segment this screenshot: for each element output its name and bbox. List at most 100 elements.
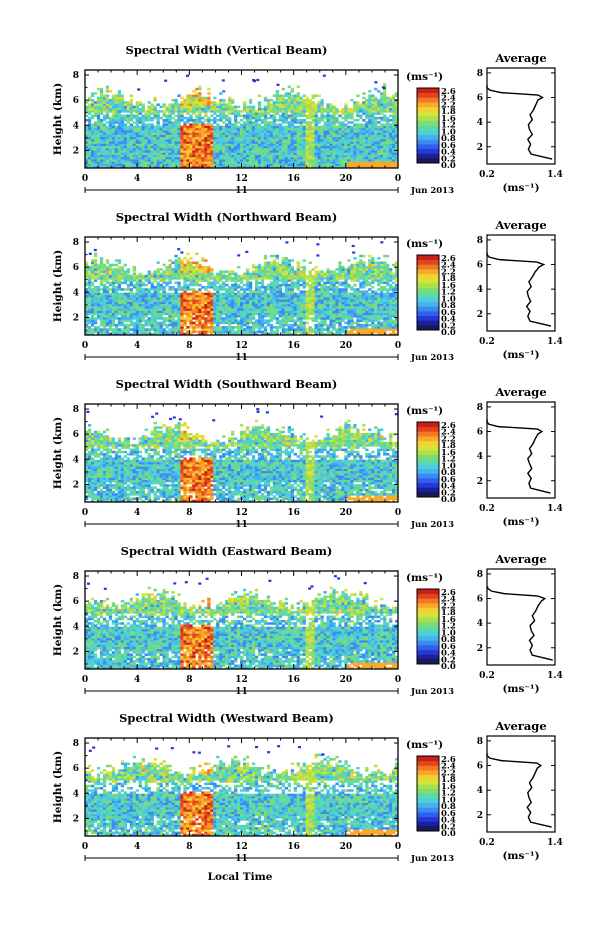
heatmap-cell	[117, 277, 122, 280]
heatmap-cell	[90, 314, 95, 318]
heatmap-cell	[225, 143, 229, 147]
heatmap-cell	[150, 277, 154, 280]
heatmap-cell	[186, 163, 190, 167]
heatmap-cell	[168, 332, 172, 336]
heatmap-cell	[117, 121, 122, 124]
heatmap-cell	[111, 294, 116, 298]
heatmap-cell	[138, 281, 142, 285]
heatmap-cell	[260, 127, 265, 131]
heatmap-cell	[189, 154, 193, 158]
heatmap-cell	[356, 141, 360, 144]
heatmap-cell	[117, 323, 122, 327]
heatmap-cell	[168, 330, 172, 334]
heatmap-cell	[132, 286, 136, 289]
heatmap-cell	[156, 301, 160, 305]
heatmap-cell	[198, 150, 202, 153]
heatmap-cell	[85, 290, 89, 293]
heatmap-cell	[129, 114, 133, 118]
heatmap-cell	[231, 290, 235, 293]
heatmap-cell	[237, 112, 241, 115]
heatmap-cell	[99, 301, 104, 305]
heatmap-cell	[263, 254, 268, 258]
heatmap-cell	[293, 110, 297, 113]
heatmap-cell	[284, 150, 288, 153]
heatmap-cell	[323, 163, 327, 167]
heatmap-cell	[395, 110, 399, 113]
heatmap-cell	[368, 125, 372, 129]
heatmap-cell	[114, 297, 119, 300]
heatmap-cell	[123, 292, 128, 296]
heatmap-cell	[213, 277, 217, 280]
heatmap-cell	[108, 150, 113, 153]
heatmap-cell	[192, 98, 196, 102]
heatmap-cell	[240, 303, 244, 307]
heatmap-cell	[225, 270, 229, 273]
heatmap-cell	[263, 328, 268, 331]
heatmap-cell	[87, 159, 92, 162]
heatmap-cell	[257, 136, 262, 140]
heatmap-cell	[135, 274, 139, 278]
heatmap-cell	[386, 121, 390, 124]
heatmap-cell	[219, 107, 223, 111]
heatmap-cell	[377, 121, 381, 124]
heatmap-cell	[231, 328, 235, 331]
heatmap-cell	[177, 127, 181, 131]
heatmap-cell	[374, 145, 378, 149]
heatmap-cell	[344, 132, 348, 135]
heatmap-cell	[266, 103, 271, 106]
heatmap-cell	[347, 165, 351, 169]
heatmap-cell	[102, 274, 107, 278]
heatmap-cell	[374, 130, 378, 133]
heatmap-cell	[156, 328, 160, 331]
heatmap-cell	[269, 145, 274, 149]
heatmap-cell	[248, 139, 253, 142]
heatmap-cell	[317, 101, 321, 104]
heatmap-cell	[234, 141, 238, 144]
heatmap-cell	[201, 110, 205, 113]
heatmap-cell	[272, 317, 277, 320]
heatmap-cell	[144, 301, 148, 305]
heatmap-cell	[168, 134, 172, 138]
heatmap-cell	[257, 165, 262, 169]
heatmap-cell	[153, 294, 157, 298]
heatmap-cell	[123, 323, 128, 327]
heatmap-cell	[135, 319, 139, 322]
heatmap-cell	[105, 265, 110, 269]
heatmap-cell	[210, 323, 214, 327]
heatmap-cell	[308, 110, 312, 113]
heatmap-cell	[162, 297, 166, 300]
heatmap-cell	[263, 134, 268, 138]
heatmap-cell	[204, 127, 208, 131]
heatmap-cell	[120, 306, 125, 309]
heatmap-cell	[359, 152, 363, 155]
heatmap-cell	[96, 270, 101, 273]
heatmap-cell	[219, 101, 223, 104]
heatmap-cell	[269, 265, 274, 269]
heatmap-cell	[135, 312, 139, 316]
heatmap-cell	[177, 154, 181, 158]
heatmap-cell	[207, 107, 211, 111]
heatmap-cell	[180, 332, 184, 336]
heatmap-cell	[126, 268, 131, 271]
heatmap-cell	[392, 121, 396, 124]
heatmap-cell	[126, 317, 131, 320]
heatmap-cell	[85, 288, 89, 291]
heatmap-cell	[201, 139, 205, 142]
heatmap-cell	[359, 150, 363, 153]
heatmap-cell	[287, 161, 291, 164]
heatmap-cell	[380, 107, 384, 111]
heatmap-cell	[260, 314, 265, 318]
heatmap-cell	[257, 123, 262, 126]
heatmap-cell	[180, 268, 184, 271]
heatmap-cell	[189, 105, 193, 109]
heatmap-cell	[245, 332, 250, 336]
heatmap-cell	[225, 301, 229, 305]
heatmap-cell	[186, 277, 190, 280]
heatmap-cell	[93, 301, 98, 305]
heatmap-cell	[237, 159, 241, 162]
heatmap-cell	[135, 132, 139, 135]
heatmap-cell	[159, 294, 163, 298]
heatmap-cell	[228, 332, 232, 336]
heatmap-cell	[228, 292, 232, 296]
heatmap-cell	[198, 98, 202, 102]
